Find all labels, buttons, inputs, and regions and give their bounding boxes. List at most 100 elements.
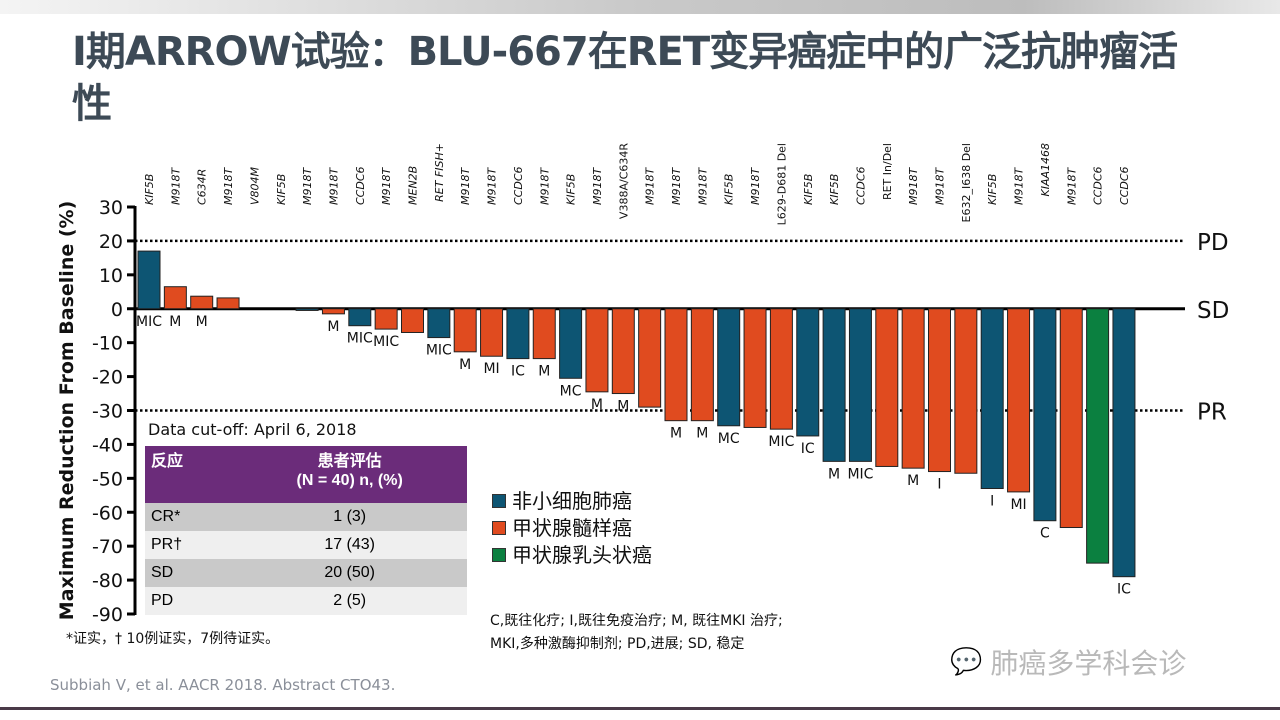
bar — [453, 308, 477, 353]
prior-therapy-label: M — [459, 357, 471, 373]
bar — [374, 308, 398, 330]
bar — [638, 308, 662, 408]
prior-therapy-label: MC — [560, 383, 582, 399]
bar — [1033, 308, 1057, 522]
y-tick-label: 10 — [99, 265, 123, 287]
reference-label-pr: PR — [1197, 400, 1227, 426]
bar-category-label: M918T — [486, 167, 499, 205]
table-row: SD 20 (50) — [145, 559, 467, 587]
bar — [901, 308, 925, 469]
bar — [690, 308, 714, 422]
bar — [559, 308, 583, 379]
bar-category-label: M918T — [1065, 167, 1078, 205]
prior-therapy-label: M — [828, 466, 840, 482]
y-tick-label: -50 — [92, 468, 123, 490]
bar — [163, 286, 187, 310]
bar-category-label: KIF5B — [275, 174, 288, 205]
prior-therapy-label: M — [591, 397, 603, 413]
bar — [137, 250, 161, 310]
prior-therapy-label: IC — [801, 441, 815, 457]
top-band — [0, 0, 1280, 14]
bar-category-label: M918T — [907, 167, 920, 205]
y-tick-label: -60 — [92, 502, 123, 524]
bar-category-label: M918T — [749, 167, 762, 205]
prior-therapy-label: C — [1040, 526, 1050, 542]
bar — [321, 308, 345, 315]
prior-therapy-label: MIC — [136, 314, 162, 330]
bar — [717, 308, 741, 427]
bar — [875, 308, 899, 467]
bar-category-label: L629-D681 Del — [775, 143, 788, 225]
footnote: *证实，† 10例证实，7例待证实。 — [66, 631, 280, 647]
y-axis-label: Maximum Reduction From Baseline (%) — [56, 201, 78, 620]
bar — [190, 295, 214, 310]
header-response: 反应 — [145, 446, 233, 503]
prior-therapy-label: IC — [511, 364, 525, 380]
bar-category-label: CCDC6 — [1118, 166, 1131, 205]
prior-therapy-label: M — [196, 314, 208, 330]
bar-category-label: M918T — [934, 167, 947, 205]
bar — [611, 308, 635, 395]
table-row: CR* 1 (3) — [145, 503, 467, 531]
reference-label-pd: PD — [1197, 230, 1229, 256]
prior-therapy-label: I — [937, 477, 941, 493]
y-tick-label: 0 — [111, 299, 123, 321]
y-tick-label: -90 — [92, 604, 123, 626]
y-tick-label: -40 — [92, 434, 123, 456]
bar — [848, 308, 872, 462]
bar — [796, 308, 820, 437]
bar-category-label: RET FISH+ — [433, 143, 446, 202]
header-assessment: 患者评估 (N = 40) n, (%) — [232, 446, 467, 503]
bar-category-label: M918T — [327, 167, 340, 205]
bar-category-label: M918T — [1013, 167, 1026, 205]
bar-category-label: E632_I638 Del — [960, 143, 973, 222]
y-tick-label: 30 — [99, 197, 123, 219]
legend: 非小细胞肺癌 甲状腺髓样癌 甲状腺乳头状癌 — [492, 488, 652, 569]
bar-category-label: KIF5B — [986, 174, 999, 205]
y-tick-label: -70 — [92, 536, 123, 558]
legend-item-mtc: 甲状腺髓样癌 — [492, 515, 652, 542]
prior-therapy-label: M — [169, 314, 181, 330]
bar-category-label: M918T — [696, 167, 709, 205]
bar-category-label: C634R — [196, 169, 209, 205]
bar-category-label: KIF5B — [143, 174, 156, 205]
bar-category-label: M918T — [380, 167, 393, 205]
prior-therapy-label: M — [670, 426, 682, 442]
slide-title: I期ARROW试验：BLU-667在RET变异癌症中的广泛抗肿瘤活性 — [72, 29, 1178, 127]
bar-category-label: KIF5B — [828, 174, 841, 205]
abbreviations: C,既往化疗; I,既往免疫治疗; M, 既往MKI 治疗; MKI,多种激酶抑制… — [490, 613, 783, 652]
citation: Subbiah V, et al. AACR 2018. Abstract CT… — [50, 676, 396, 694]
bar-category-label: CCDC6 — [354, 166, 367, 205]
bar-category-label: M918T — [670, 167, 683, 205]
prior-therapy-label: MIC — [768, 434, 794, 450]
bar — [1007, 308, 1031, 493]
prior-therapy-label: M — [538, 364, 550, 380]
bar-category-label: CCDC6 — [854, 166, 867, 205]
bar — [427, 308, 451, 339]
bar — [348, 308, 372, 327]
bar-category-label: M918T — [169, 167, 182, 205]
bar-category-label: KIAA1468 — [1039, 143, 1052, 197]
watermark: 💬 肺癌多学科会诊 — [950, 647, 1187, 680]
prior-therapy-label: I — [990, 494, 994, 510]
reference-label-sd: SD — [1197, 298, 1229, 324]
bar — [1112, 308, 1136, 578]
bar — [954, 308, 978, 474]
y-tick-label: -20 — [92, 367, 123, 389]
bar-category-label: CCDC6 — [512, 166, 525, 205]
prior-therapy-label: MIC — [426, 343, 452, 359]
bar-category-label: V804M — [248, 166, 261, 205]
bar-category-label: M918T — [591, 167, 604, 205]
bar — [769, 308, 793, 430]
bar-category-label: KIF5B — [565, 174, 578, 205]
bar — [480, 308, 504, 357]
bar-category-label: MEN2B — [407, 166, 420, 205]
bar-category-label: M918T — [301, 167, 314, 205]
table-row: PD 2 (5) — [145, 587, 467, 615]
bar-category-label: RET In/Del — [881, 143, 894, 200]
y-tick-label: 20 — [99, 231, 123, 253]
bar-category-label: V388A/C634R — [617, 143, 630, 219]
bar — [980, 308, 1004, 490]
bar-category-label: M918T — [459, 167, 472, 205]
wechat-icon: 💬 — [950, 647, 983, 677]
